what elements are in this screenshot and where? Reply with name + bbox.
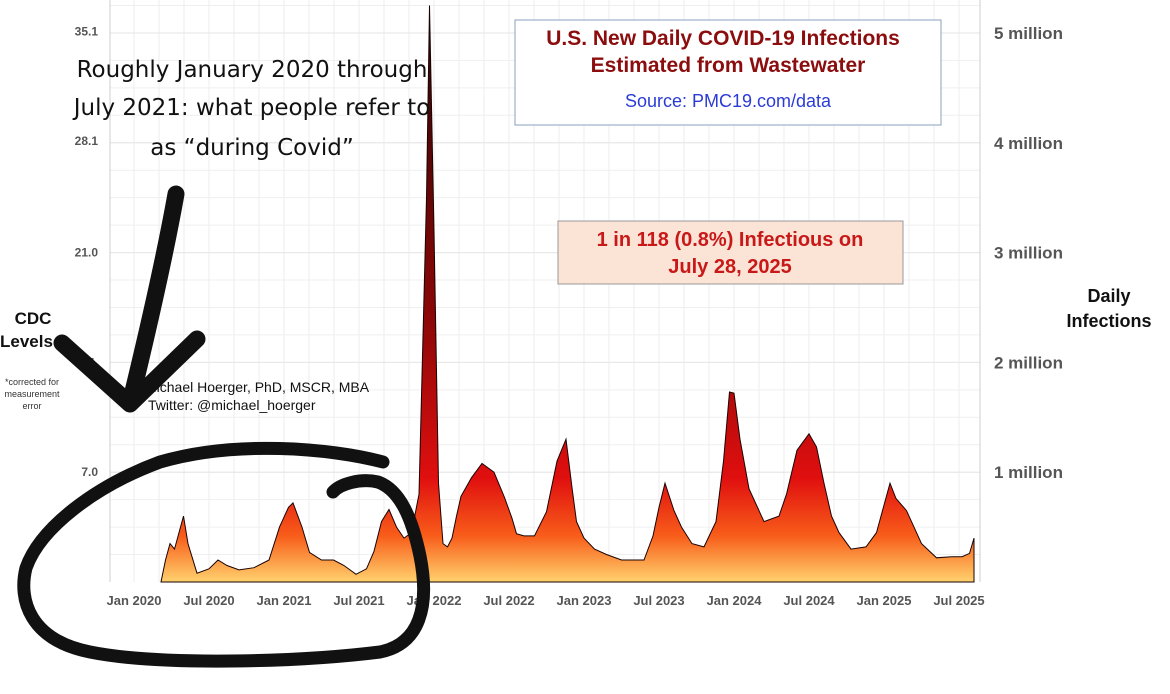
handdrawn-arrow-icon — [53, 185, 206, 413]
author-credit: Michael Hoerger, PhD, MSCR, MBA — [145, 379, 370, 395]
x-tick-label: Jul 2025 — [933, 593, 984, 608]
infections-area-series — [160, 5, 975, 583]
right-tick-label: 5 million — [994, 24, 1063, 43]
right-axis-ticks: 1 million 2 million 3 million 4 million 5 mi… — [994, 24, 1063, 482]
title-box — [514, 19, 942, 126]
handdrawn-circle-icon — [17, 441, 431, 668]
x-tick-label: Jul 2022 — [483, 593, 534, 608]
x-tick-label: Jan 2020 — [107, 593, 162, 608]
infectious-callout-line2: July 28, 2025 — [668, 256, 791, 278]
infectious-callout-line1: 1 in 118 (0.8%) Infectious on — [597, 229, 864, 251]
author-twitter: Twitter: @michael_hoerger — [148, 397, 316, 413]
chart-subtitle: Estimated from Wastewater — [591, 54, 866, 77]
left-axis-ticks: 7.014.21.028.135.1 — [75, 24, 99, 479]
x-axis-ticks: Jan 2020 Jul 2020 Jan 2021 Jul 2021 Jan 2022… — [107, 593, 985, 608]
left-axis-label-line2: Levels — [0, 332, 53, 351]
x-tick-label: Jul 2023 — [633, 593, 684, 608]
x-tick-label: Jan 2022 — [407, 593, 462, 608]
left-axis-note-line1: *corrected for — [5, 377, 59, 387]
infectious-callout-box — [557, 220, 904, 285]
x-tick-label: Jul 2020 — [183, 593, 234, 608]
handwritten-note-line2: July 2021: what people refer to — [72, 95, 431, 121]
right-axis-label-line1: Daily — [1087, 286, 1130, 306]
handwritten-note-line1: Roughly January 2020 through — [77, 57, 428, 83]
x-tick-label: Jan 2021 — [257, 593, 312, 608]
right-tick-label: 1 million — [994, 463, 1063, 482]
x-tick-label: Jan 2025 — [857, 593, 912, 608]
chart-source: Source: PMC19.com/data — [625, 91, 832, 111]
grid-major — [110, 32, 980, 473]
left-tick-label: 35.1 — [75, 24, 99, 38]
left-axis-note-line3: error — [22, 401, 41, 411]
right-tick-label: 4 million — [994, 134, 1063, 153]
handwritten-note-line3: as “during Covid” — [150, 135, 353, 161]
x-tick-label: Jan 2023 — [557, 593, 612, 608]
x-tick-label: Jul 2024 — [783, 593, 835, 608]
x-tick-label: Jan 2024 — [707, 593, 763, 608]
right-axis-label-line2: Infections — [1066, 311, 1151, 331]
chart-title: U.S. New Daily COVID-19 Infections — [546, 27, 900, 50]
right-tick-label: 2 million — [994, 353, 1063, 372]
left-axis-note-line2: measurement — [4, 389, 60, 399]
right-tick-label: 3 million — [994, 244, 1063, 263]
left-tick-label: 28.1 — [75, 134, 99, 148]
left-tick-label: 21.0 — [75, 246, 99, 260]
x-tick-label: Jul 2021 — [333, 593, 384, 608]
left-axis-label-line1: CDC — [15, 309, 52, 328]
left-tick-label: 7.0 — [81, 465, 98, 479]
